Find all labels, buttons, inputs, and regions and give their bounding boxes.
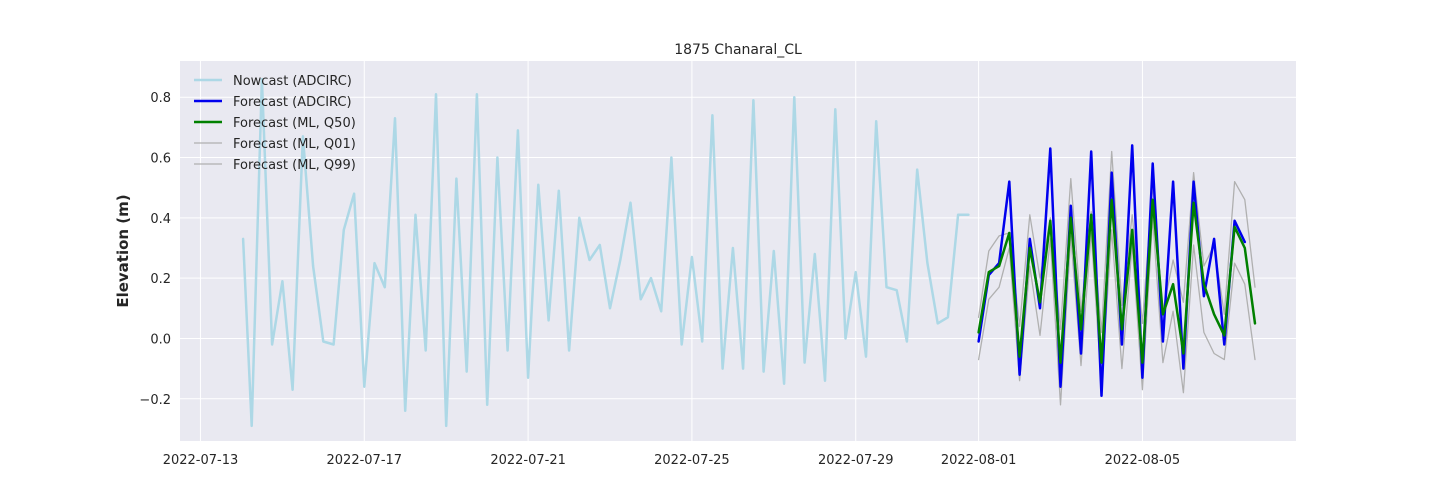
legend-label: Forecast (ML, Q99) — [233, 158, 356, 173]
x-axis: 2022-07-13 2022-07-17 2022-07-21 2022-07-25… — [163, 453, 1181, 468]
x-tick-label: 2022-08-05 — [1105, 453, 1181, 468]
series-line-nowcast-adcirc — [241, 77, 970, 428]
y-tick-label: 0.6 — [150, 152, 171, 167]
x-tick-label: 2022-07-17 — [327, 453, 403, 468]
series-line-forecast-ml-q99 — [977, 150, 1256, 334]
series-line-forecast-ml-q50 — [977, 198, 1257, 364]
x-tick-label: 2022-07-29 — [818, 453, 894, 468]
y-tick-label: 0.8 — [150, 91, 171, 106]
y-axis-label: Elevation (m) — [114, 194, 132, 307]
y-tick-label: 0.2 — [150, 272, 171, 287]
legend: Nowcast (ADCIRC) Forecast (ADCIRC) Forecas… — [194, 74, 356, 173]
y-tick-label: 0.4 — [150, 212, 171, 227]
legend-label: Forecast (ML, Q01) — [233, 137, 356, 152]
x-tick-label: 2022-08-01 — [941, 453, 1017, 468]
series-layer — [241, 77, 1257, 428]
x-tick-label: 2022-07-21 — [490, 453, 566, 468]
y-tick-label: −0.2 — [139, 393, 171, 408]
x-tick-label: 2022-07-25 — [654, 453, 730, 468]
x-tick-label: 2022-07-13 — [163, 453, 239, 468]
legend-label: Forecast (ADCIRC) — [233, 95, 352, 110]
legend-label: Nowcast (ADCIRC) — [233, 74, 352, 89]
legend-label: Forecast (ML, Q50) — [233, 116, 356, 131]
y-axis: −0.2 0.0 0.2 0.4 0.6 0.8 — [139, 91, 171, 408]
chart-title: 1875 Chanaral_CL — [674, 42, 802, 58]
y-tick-label: 0.0 — [150, 332, 171, 347]
